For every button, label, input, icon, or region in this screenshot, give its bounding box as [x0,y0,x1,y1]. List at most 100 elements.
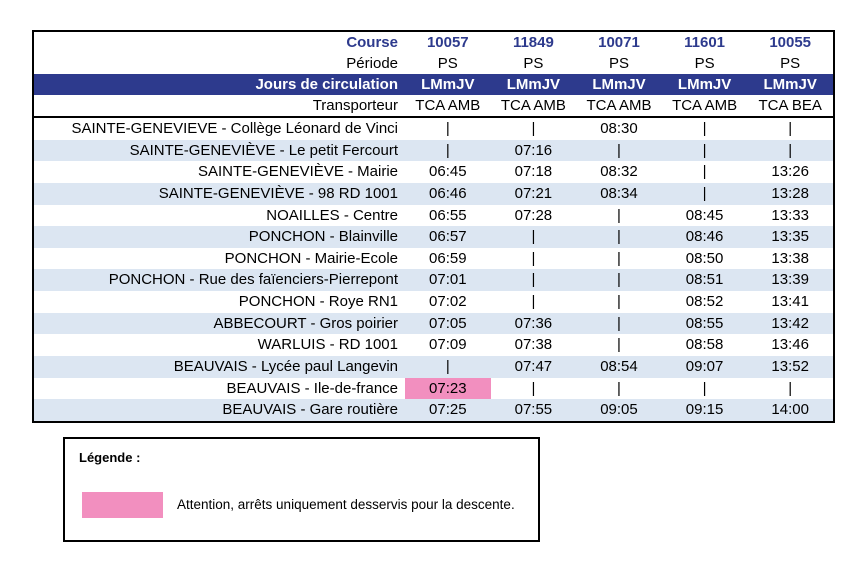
time-cell: 08:45 [685,206,724,224]
stop-name-cell: WARLUIS - RD 1001 [257,336,398,354]
table-row: BEAUVAIS - Lycée paul Langevin | 07:47 0… [34,356,833,378]
time-cell: 09:07 [685,358,724,376]
stop-name-cell: ABBECOURT - Gros poirier [213,314,399,332]
time-cell: 08:50 [685,249,724,267]
course-label: Course [346,34,398,51]
jours-label: Jours de circulation [255,76,398,93]
time-cell: | [531,120,536,137]
time-cell: | [531,271,536,289]
course-number: 10057 [426,34,469,51]
stop-name-cell: PONCHON - Mairie-Ecole [224,249,398,267]
time-cell: 07:38 [514,336,553,354]
transporteur-value: TCA BEA [758,97,822,114]
table-row: PONCHON - Roye RN1 07:02 | | 08:52 13:41 [34,291,833,313]
table-row: WARLUIS - RD 1001 07:09 07:38 | 08:58 13… [34,334,833,356]
time-cell: | [617,293,621,311]
jours-value: LMmJV [763,76,817,93]
table-row: PONCHON - Rue des faïenciers-Pierrepont … [34,269,833,292]
periode-value: PS [780,55,801,72]
timetable-table: Course 10057 11849 10071 11601 10055 Pér… [32,30,835,423]
time-cell: 07:21 [514,184,553,202]
time-cell: 13:46 [771,336,809,354]
time-cell: | [617,206,621,224]
time-cell: | [531,249,536,267]
stop-name-cell: SAINTE-GENEVIÈVE - Le petit Fercourt [129,141,398,159]
legend-title: Légende : [79,450,141,465]
periode-value: PS [694,55,715,72]
transporteur-value: TCA AMB [415,97,481,114]
time-cell: 08:34 [600,184,638,202]
time-cell: 08:46 [685,228,724,246]
jours-value: LMmJV [506,76,561,93]
jours-value: LMmJV [592,76,646,93]
time-cell: | [617,314,621,332]
time-cell: 13:52 [771,358,809,376]
jours-value: LMmJV [421,76,475,93]
time-cell: 09:05 [600,401,638,419]
time-cell: 13:41 [771,293,809,311]
time-cell-highlighted: 07:23 [405,377,491,400]
time-cell: 07:09 [429,336,467,354]
time-cell: 08:32 [600,163,638,181]
table-row: PONCHON - Blainville 06:57 | | 08:46 13:… [34,226,833,248]
time-cell: 07:05 [429,314,467,332]
course-number: 11849 [512,34,554,51]
time-cell: | [617,271,621,289]
course-number: 11601 [684,34,726,51]
transporteur-label: Transporteur [312,97,398,114]
legend-pink-swatch [82,492,163,518]
stop-name-cell: NOAILLES - Centre [266,206,398,224]
time-cell: 08:58 [685,336,724,354]
stop-name-cell: BEAUVAIS - Gare routière [222,401,398,419]
transporteur-row: Transporteur TCA AMB TCA AMB TCA AMB TCA… [34,95,833,116]
time-cell: 13:38 [771,249,809,267]
time-cell: 06:45 [429,163,467,181]
time-cell: | [531,228,536,246]
time-cell: | [617,379,621,397]
time-cell: | [617,141,621,159]
time-cell: 07:36 [514,314,553,332]
course-number: 10071 [598,34,640,51]
stop-name-cell: PONCHON - Blainville [248,228,398,246]
time-cell: 06:46 [429,184,467,202]
table-row: SAINTE-GENEVIÈVE - Mairie 06:45 07:18 08… [34,161,833,183]
stop-name-cell: BEAUVAIS - Ile-de-france [226,379,398,397]
periode-value: PS [523,55,544,72]
time-cell: 13:26 [771,163,809,181]
jours-de-circulation-row: Jours de circulation LMmJV LMmJV LMmJV L… [34,74,833,95]
time-cell: | [617,336,621,354]
jours-value: LMmJV [677,76,732,93]
transporteur-value: TCA AMB [672,97,738,114]
table-row: ABBECOURT - Gros poirier 07:05 07:36 | 0… [34,312,833,335]
time-cell: 13:39 [771,271,809,289]
table-row: NOAILLES - Centre 06:55 07:28 | 08:45 13… [34,205,833,227]
periode-value: PS [608,55,629,72]
time-cell: 08:54 [600,358,638,376]
time-cell: | [788,120,793,137]
time-cell: 07:47 [514,358,553,376]
course-row: Course 10057 11849 10071 11601 10055 [34,32,833,53]
table-row: SAINTE-GENEVIEVE - Collège Léonard de Vi… [34,118,833,140]
legend-box: Légende : Attention, arrêts uniquement d… [63,437,540,542]
time-cell: | [617,228,621,246]
time-cell: 07:18 [514,163,553,181]
time-cell: | [702,379,707,397]
time-cell: 07:55 [514,401,553,419]
time-cell: | [702,184,707,202]
time-cell: 13:42 [771,314,809,332]
time-cell: 08:30 [600,120,638,137]
time-cell: 09:15 [685,401,724,419]
table-row: SAINTE-GENEVIÈVE - 98 RD 1001 06:46 07:2… [34,182,833,205]
legend-note: Attention, arrêts uniquement desservis p… [177,497,515,512]
periode-label: Période [346,55,398,72]
time-cell: 07:02 [429,293,467,311]
time-cell: 06:59 [429,249,467,267]
time-cell: 07:01 [429,271,467,289]
time-cell: | [617,249,621,267]
stop-name-cell: PONCHON - Rue des faïenciers-Pierrepont [108,271,398,289]
table-row: PONCHON - Mairie-Ecole 06:59 | | 08:50 1… [34,248,833,270]
stop-name-cell: SAINTE-GENEVIÈVE - 98 RD 1001 [158,184,398,202]
table-row: BEAUVAIS - Ile-de-france 07:23 | | | | [34,377,833,400]
transporteur-value: TCA AMB [500,97,566,114]
time-cell: 14:00 [771,401,809,419]
